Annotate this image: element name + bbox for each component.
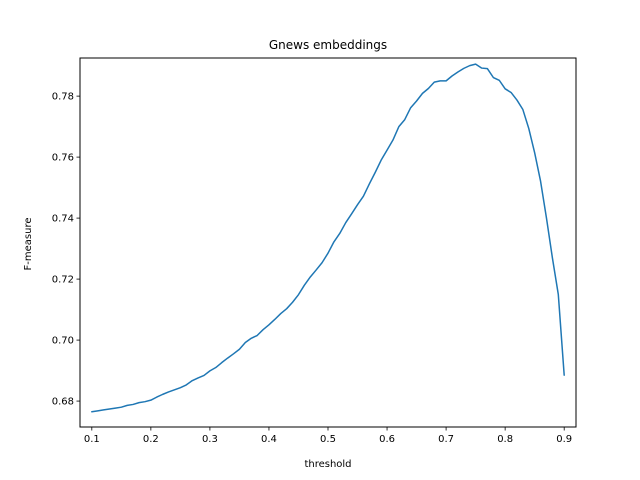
y-tick-label: 0.70 [52, 336, 74, 347]
x-tick-label: 0.9 [556, 434, 572, 445]
x-tick-label: 0.8 [497, 434, 513, 445]
chart-title: Gnews embeddings [269, 38, 387, 52]
y-axis: 0.68 0.70 0.72 0.74 0.76 0.78 [52, 92, 80, 408]
x-tick-label: 0.5 [320, 434, 336, 445]
axes-frame [79, 57, 577, 428]
x-tick-label: 0.1 [84, 434, 100, 445]
x-tick-label: 0.6 [379, 434, 395, 445]
plot-area [91, 63, 565, 413]
y-tick-label: 0.74 [52, 214, 74, 225]
y-tick-label: 0.72 [52, 275, 74, 286]
y-axis-label: F-measure [23, 218, 34, 271]
x-axis-label: threshold [304, 459, 351, 470]
x-tick-label: 0.7 [438, 434, 454, 445]
x-tick-label: 0.3 [202, 434, 218, 445]
x-tick-label: 0.4 [261, 434, 277, 445]
x-axis: 0.1 0.2 0.3 0.4 0.5 0.6 0.7 0.8 0.9 [84, 427, 572, 445]
y-tick-label: 0.68 [52, 397, 74, 408]
y-tick-label: 0.78 [52, 92, 74, 103]
y-tick-label: 0.76 [52, 153, 74, 164]
x-tick-label: 0.2 [143, 434, 159, 445]
series-line [91, 63, 565, 413]
